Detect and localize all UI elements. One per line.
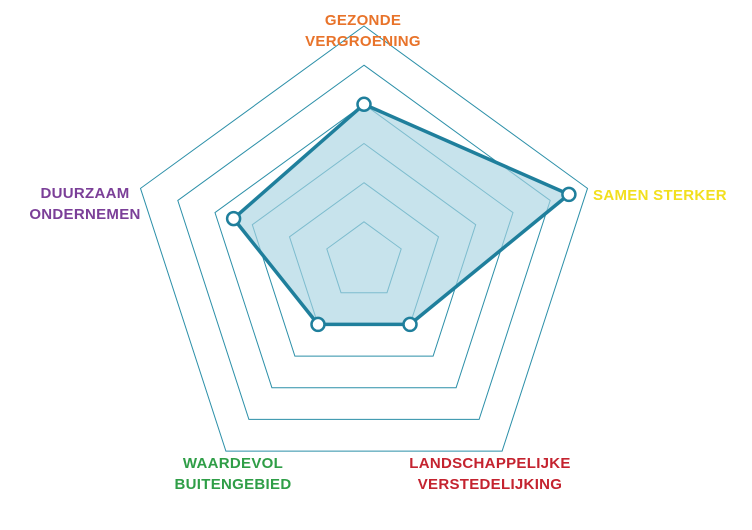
axis-label-2: SAMEN STERKER [593,187,727,204]
grid-ring-6 [139,25,589,452]
data-point-2 [561,186,577,203]
data-point-5 [225,210,242,227]
series-area [231,102,571,327]
axis-label-1: GEZONDE VERGROENING [305,12,421,50]
data-point-3 [402,316,418,333]
axis-label-line: ONDERNEMEN [29,206,140,223]
axis-label-line: WAARDEVOL [183,455,283,472]
axis-labels: GEZONDE VERGROENING SAMEN STERKER LANDSCHAP… [29,12,727,493]
radar-series [225,96,577,333]
axis-label-3: LANDSCHAPPELIJKE VERSTEDELIJKING [409,455,571,493]
axis-label-line: VERGROENING [305,33,421,50]
data-point-1 [356,96,372,113]
axis-label-line: BUITENGEBIED [175,476,292,493]
data-point-4 [310,316,326,333]
axis-label-5: DUURZAAM ONDERNEMEN [29,185,140,223]
axis-label-line: LANDSCHAPPELIJKE [409,455,571,472]
axis-label-4: WAARDEVOL BUITENGEBIED [175,455,292,493]
axis-label-line: SAMEN STERKER [593,187,727,204]
axis-label-line: VERSTEDELIJKING [418,476,563,493]
axis-label-line: DUURZAAM [40,185,129,202]
axis-label-line: GEZONDE [325,12,401,29]
